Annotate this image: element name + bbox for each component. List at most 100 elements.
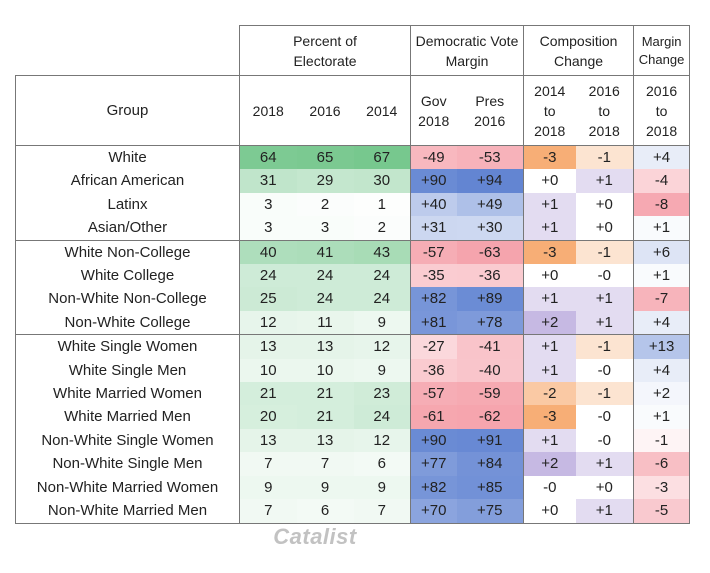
composition-cell: -1 xyxy=(575,145,634,170)
percent-cell: 29 xyxy=(296,169,354,193)
group-cell: White Married Men xyxy=(15,405,240,429)
percent-cell: 6 xyxy=(296,499,354,524)
header-democratic-vote-margin: Democratic Vote Margin xyxy=(410,25,524,76)
margin-cell: +91 xyxy=(456,428,524,453)
composition-cell: +1 xyxy=(575,169,634,193)
composition-cell: +1 xyxy=(523,216,576,241)
group-cell: White Single Women xyxy=(15,334,240,359)
percent-cell: 7 xyxy=(239,499,297,524)
data-table-container: Percent of Electorate Democratic Vote Ma… xyxy=(15,25,691,524)
margin-change-cell: +1 xyxy=(632,216,691,241)
margin-cell: +81 xyxy=(410,310,457,335)
table-row: Non-White Married Women 9 9 9 +82 +85 -0 +0 -3 xyxy=(15,475,691,500)
percent-cell: 9 xyxy=(353,358,411,383)
margin-cell: -49 xyxy=(410,145,457,170)
percent-cell: 10 xyxy=(296,358,354,383)
group-cell: Non-White Married Men xyxy=(15,499,240,524)
margin-change-cell: +1 xyxy=(632,264,691,288)
percent-cell: 12 xyxy=(353,334,411,359)
percent-cell: 25 xyxy=(239,287,297,311)
percent-cell: 3 xyxy=(239,192,297,217)
composition-cell: -0 xyxy=(575,358,634,383)
margin-cell: -27 xyxy=(410,334,457,359)
margin-cell: +84 xyxy=(456,452,524,476)
group-cell: Non-White Single Men xyxy=(15,452,240,476)
margin-cell: -41 xyxy=(456,334,524,359)
percent-cell: 21 xyxy=(296,405,354,429)
margin-cell: +77 xyxy=(410,452,457,476)
margin-cell: -35 xyxy=(410,264,457,288)
percent-cell: 13 xyxy=(239,334,297,359)
table-row: White Married Women 21 21 23 -57 -59 -2 -1 +2 xyxy=(15,382,691,406)
header-group: Group xyxy=(15,75,240,146)
margin-change-cell: +13 xyxy=(632,334,691,359)
composition-cell: +2 xyxy=(523,310,576,335)
table-row: Non-White Single Women 13 13 12 +90 +91 +1 -0 -1 xyxy=(15,428,691,453)
composition-cell: +1 xyxy=(575,499,634,524)
percent-cell: 24 xyxy=(353,264,411,288)
percent-cell: 24 xyxy=(239,264,297,288)
composition-cell: -1 xyxy=(575,334,634,359)
catalist-logo: Catalist xyxy=(0,524,710,550)
margin-change-cell: -5 xyxy=(632,499,691,524)
margin-cell: -40 xyxy=(456,358,524,383)
percent-cell: 20 xyxy=(239,405,297,429)
percent-cell: 12 xyxy=(239,310,297,335)
composition-cell: -3 xyxy=(523,239,576,265)
table-row: White College 24 24 24 -35 -36 +0 -0 +1 xyxy=(15,264,691,288)
percent-cell: 1 xyxy=(353,192,411,217)
percent-cell: 2 xyxy=(296,192,354,217)
margin-cell: -59 xyxy=(456,382,524,406)
margin-cell: -61 xyxy=(410,405,457,429)
percent-cell: 43 xyxy=(353,239,411,265)
group-cell: Asian/Other xyxy=(15,216,240,241)
composition-cell: -3 xyxy=(523,405,576,429)
composition-cell: +0 xyxy=(575,192,634,217)
group-cell: White College xyxy=(15,264,240,288)
percent-cell: 7 xyxy=(353,499,411,524)
group-cell: African American xyxy=(15,169,240,193)
percent-cell: 13 xyxy=(296,334,354,359)
margin-cell: +31 xyxy=(410,216,457,241)
composition-cell: +0 xyxy=(523,499,576,524)
percent-cell: 24 xyxy=(296,264,354,288)
subheader-2014-to-2018: 2014 to 2018 xyxy=(523,75,576,146)
percent-cell: 9 xyxy=(296,475,354,500)
percent-cell: 31 xyxy=(239,169,297,193)
composition-cell: +0 xyxy=(523,264,576,288)
table-row: White 64 65 67 -49 -53 -3 -1 +4 xyxy=(15,145,691,170)
percent-cell: 9 xyxy=(239,475,297,500)
table-row: Non-White Married Men 7 6 7 +70 +75 +0 +1 -5 xyxy=(15,499,691,524)
catalist-logo-text: Catalist xyxy=(273,524,357,549)
subheader-gov-2018: Gov 2018 xyxy=(410,75,457,146)
percent-cell: 13 xyxy=(296,428,354,453)
table-row: White Single Men 10 10 9 -36 -40 +1 -0 +4 xyxy=(15,358,691,383)
percent-cell: 7 xyxy=(296,452,354,476)
header-percent-of-electorate: Percent of Electorate xyxy=(239,25,411,76)
percent-cell: 12 xyxy=(353,428,411,453)
composition-cell: -0 xyxy=(523,475,576,500)
percent-cell: 9 xyxy=(353,310,411,335)
composition-cell: +0 xyxy=(523,169,576,193)
composition-cell: -2 xyxy=(523,382,576,406)
margin-cell: -62 xyxy=(456,405,524,429)
group-cell: White xyxy=(15,145,240,170)
margin-cell: +30 xyxy=(456,216,524,241)
margin-cell: -57 xyxy=(410,382,457,406)
margin-cell: +82 xyxy=(410,475,457,500)
percent-cell: 41 xyxy=(296,239,354,265)
percent-cell: 3 xyxy=(239,216,297,241)
composition-cell: -1 xyxy=(575,239,634,265)
composition-cell: +0 xyxy=(575,216,634,241)
composition-cell: +1 xyxy=(575,452,634,476)
composition-cell: +1 xyxy=(523,428,576,453)
percent-cell: 10 xyxy=(239,358,297,383)
percent-cell: 21 xyxy=(239,382,297,406)
margin-cell: +85 xyxy=(456,475,524,500)
percent-cell: 21 xyxy=(296,382,354,406)
composition-cell: -0 xyxy=(575,405,634,429)
composition-cell: -3 xyxy=(523,145,576,170)
percent-cell: 64 xyxy=(239,145,297,170)
percent-cell: 23 xyxy=(353,382,411,406)
margin-change-cell: -8 xyxy=(632,192,691,217)
